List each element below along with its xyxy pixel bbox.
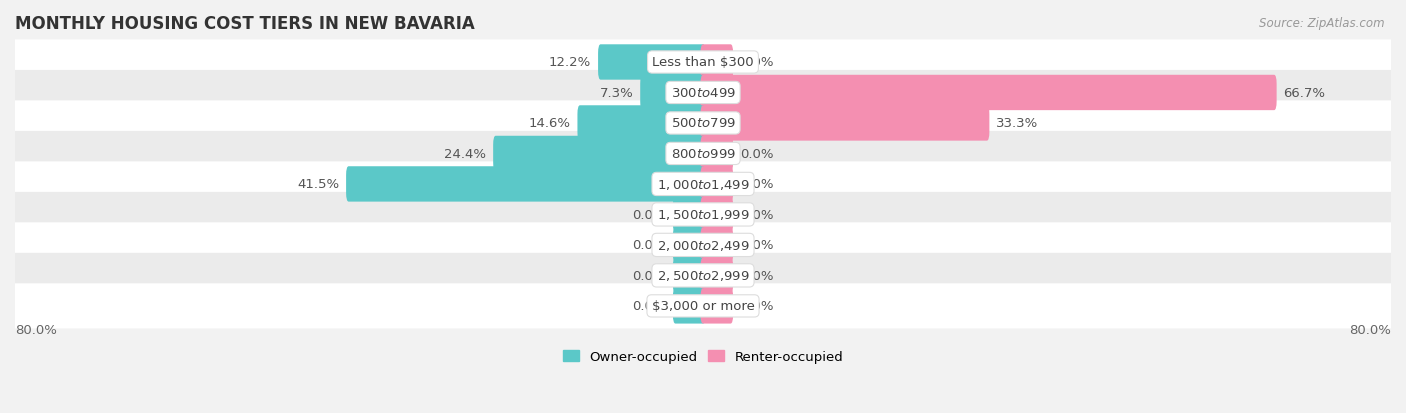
Text: 80.0%: 80.0%	[1350, 323, 1391, 336]
Text: 0.0%: 0.0%	[740, 269, 773, 282]
Text: $1,000 to $1,499: $1,000 to $1,499	[657, 178, 749, 192]
FancyBboxPatch shape	[700, 197, 733, 233]
Text: 0.0%: 0.0%	[740, 209, 773, 221]
Text: 66.7%: 66.7%	[1284, 87, 1326, 100]
FancyBboxPatch shape	[700, 258, 733, 293]
Text: $2,000 to $2,499: $2,000 to $2,499	[657, 238, 749, 252]
Text: 0.0%: 0.0%	[740, 239, 773, 252]
Text: $3,000 or more: $3,000 or more	[651, 300, 755, 313]
FancyBboxPatch shape	[673, 289, 706, 324]
Text: 0.0%: 0.0%	[740, 300, 773, 313]
FancyBboxPatch shape	[598, 45, 706, 81]
FancyBboxPatch shape	[13, 132, 1393, 177]
Text: $300 to $499: $300 to $499	[671, 87, 735, 100]
Text: MONTHLY HOUSING COST TIERS IN NEW BAVARIA: MONTHLY HOUSING COST TIERS IN NEW BAVARI…	[15, 15, 475, 33]
FancyBboxPatch shape	[13, 162, 1393, 207]
FancyBboxPatch shape	[700, 106, 990, 141]
Text: 0.0%: 0.0%	[740, 56, 773, 69]
FancyBboxPatch shape	[494, 136, 706, 172]
FancyBboxPatch shape	[700, 136, 733, 172]
Text: 12.2%: 12.2%	[548, 56, 591, 69]
Text: 0.0%: 0.0%	[633, 300, 666, 313]
FancyBboxPatch shape	[13, 253, 1393, 298]
Text: 0.0%: 0.0%	[633, 209, 666, 221]
Text: $2,500 to $2,999: $2,500 to $2,999	[657, 269, 749, 283]
Text: 0.0%: 0.0%	[633, 239, 666, 252]
FancyBboxPatch shape	[700, 76, 1277, 111]
Text: 33.3%: 33.3%	[997, 117, 1039, 130]
Legend: Owner-occupied, Renter-occupied: Owner-occupied, Renter-occupied	[558, 345, 848, 369]
Text: 14.6%: 14.6%	[529, 117, 571, 130]
Text: 0.0%: 0.0%	[633, 269, 666, 282]
FancyBboxPatch shape	[13, 40, 1393, 85]
FancyBboxPatch shape	[13, 284, 1393, 329]
FancyBboxPatch shape	[700, 228, 733, 263]
Text: 24.4%: 24.4%	[444, 147, 486, 161]
FancyBboxPatch shape	[13, 101, 1393, 146]
Text: 80.0%: 80.0%	[15, 323, 56, 336]
FancyBboxPatch shape	[673, 197, 706, 233]
Text: 0.0%: 0.0%	[740, 178, 773, 191]
FancyBboxPatch shape	[700, 45, 733, 81]
FancyBboxPatch shape	[700, 289, 733, 324]
Text: 0.0%: 0.0%	[740, 147, 773, 161]
Text: $1,500 to $1,999: $1,500 to $1,999	[657, 208, 749, 222]
Text: $800 to $999: $800 to $999	[671, 147, 735, 161]
Text: 7.3%: 7.3%	[599, 87, 633, 100]
FancyBboxPatch shape	[673, 258, 706, 293]
FancyBboxPatch shape	[346, 167, 706, 202]
FancyBboxPatch shape	[13, 192, 1393, 237]
Text: 41.5%: 41.5%	[297, 178, 339, 191]
Text: Less than $300: Less than $300	[652, 56, 754, 69]
Text: Source: ZipAtlas.com: Source: ZipAtlas.com	[1260, 17, 1385, 29]
FancyBboxPatch shape	[13, 71, 1393, 116]
FancyBboxPatch shape	[700, 167, 733, 202]
FancyBboxPatch shape	[640, 76, 706, 111]
FancyBboxPatch shape	[578, 106, 706, 141]
FancyBboxPatch shape	[673, 228, 706, 263]
Text: $500 to $799: $500 to $799	[671, 117, 735, 130]
FancyBboxPatch shape	[13, 223, 1393, 268]
